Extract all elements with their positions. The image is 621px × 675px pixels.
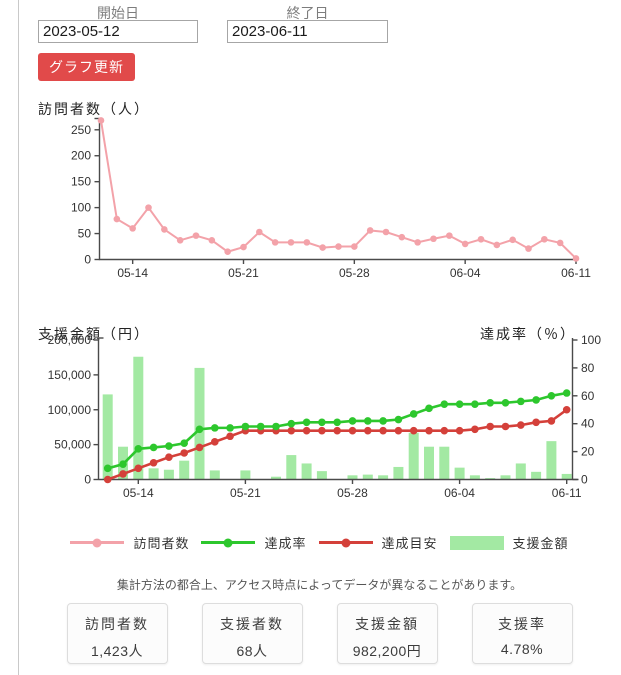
legend-item-visitors: 訪問者数: [70, 533, 189, 552]
visitors-chart-title: 訪問者数（人）: [38, 101, 150, 117]
amount-rate-chart: 0 50,000 100,000 150,000 200,000 0 20 40 60 80 100…: [48, 333, 602, 500]
legend-label: 達成目安: [381, 536, 438, 551]
legend-label: 達成率: [264, 536, 307, 551]
legend-item-amount: 支援金額: [449, 533, 569, 552]
svg-text:05-28: 05-28: [337, 486, 368, 500]
svg-text:50,000: 50,000: [54, 438, 91, 452]
svg-text:150,000: 150,000: [48, 368, 92, 382]
rate-line-swatch: [201, 538, 256, 547]
visitors-line-swatch: [70, 538, 125, 547]
svg-text:0: 0: [581, 473, 588, 487]
svg-text:05-21: 05-21: [228, 266, 259, 280]
summary-stats: 訪問者数 1,423人 支援者数 68人 支援金額 982,200円 支援率 4…: [18, 603, 621, 664]
svg-text:250: 250: [71, 123, 91, 137]
legend-label: 訪問者数: [133, 536, 190, 551]
stat-box-visitors: 訪問者数 1,423人: [66, 603, 168, 664]
end-date-label: 終了日: [286, 5, 329, 21]
chart-legend: 訪問者数 達成率 達成目安 支援金額: [28, 533, 611, 552]
svg-text:06-11: 06-11: [552, 486, 582, 500]
amount-bar-swatch: [449, 535, 504, 550]
svg-text:50: 50: [78, 227, 92, 241]
svg-text:100,000: 100,000: [48, 403, 92, 417]
svg-text:0: 0: [84, 253, 91, 267]
legend-item-target: 達成目安: [318, 533, 438, 552]
svg-text:200: 200: [71, 149, 91, 163]
svg-text:80: 80: [581, 361, 595, 375]
stat-label: 支援金額: [355, 616, 419, 632]
svg-text:06-04: 06-04: [450, 266, 481, 280]
svg-text:05-28: 05-28: [339, 266, 370, 280]
svg-text:60: 60: [581, 389, 595, 403]
stat-box-supporters: 支援者数 68人: [201, 603, 303, 664]
legend-item-rate: 達成率: [201, 533, 306, 552]
left-border-divider: [18, 0, 19, 675]
svg-text:40: 40: [581, 417, 595, 431]
stat-value: 68人: [236, 643, 268, 659]
svg-text:06-04: 06-04: [444, 486, 475, 500]
stat-label: 支援率: [498, 616, 546, 632]
stat-box-amount: 支援金額 982,200円: [336, 603, 438, 664]
stat-value: 4.78%: [500, 641, 544, 657]
stat-label: 訪問者数: [85, 616, 149, 632]
update-graph-button[interactable]: グラフ更新: [38, 53, 135, 81]
stat-value: 1,423人: [90, 643, 144, 659]
svg-text:05-21: 05-21: [230, 486, 261, 500]
start-date-label: 開始日: [97, 5, 139, 21]
svg-text:05-14: 05-14: [123, 486, 154, 500]
data-disclaimer-note: 集計方法の都合上、アクセス時点によってデータが異なることがあります。: [116, 578, 523, 592]
target-line-swatch: [318, 538, 373, 547]
start-date-input[interactable]: [38, 20, 198, 43]
stat-box-support-rate: 支援率 4.78%: [471, 603, 573, 664]
visitors-chart: 0 50 100 150 200 250 05-14 05-21 05-28 06-04 06-11: [71, 117, 591, 280]
svg-text:0: 0: [84, 473, 91, 487]
svg-text:20: 20: [581, 445, 595, 459]
rate-axis-title: 達成率（％）: [480, 326, 576, 342]
svg-text:06-11: 06-11: [561, 266, 591, 280]
end-date-input[interactable]: [227, 20, 388, 43]
svg-text:05-14: 05-14: [117, 266, 148, 280]
svg-text:100: 100: [71, 201, 91, 215]
stat-label: 支援者数: [220, 616, 284, 632]
svg-text:100: 100: [581, 333, 601, 347]
svg-text:200,000: 200,000: [48, 333, 92, 347]
legend-label: 支援金額: [512, 536, 569, 551]
svg-text:150: 150: [71, 175, 91, 189]
amount-axis-title: 支援金額（円）: [38, 326, 150, 342]
stat-value: 982,200円: [352, 643, 422, 659]
